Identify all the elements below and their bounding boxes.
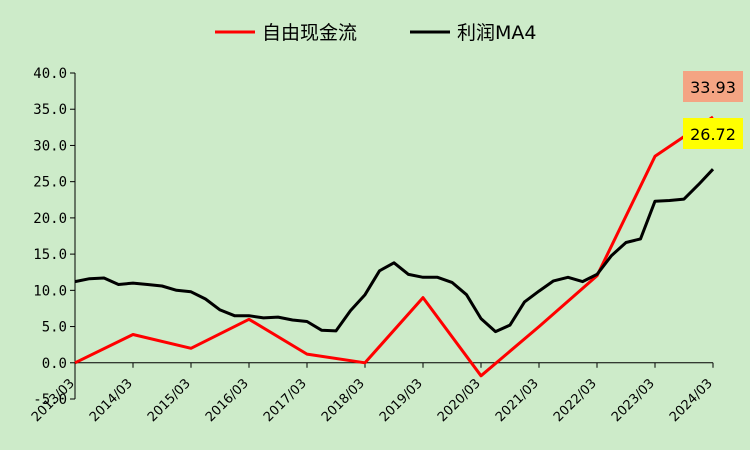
x-tick-label: 2018/03	[319, 376, 368, 425]
x-tick-label: 2024/03	[667, 376, 716, 425]
x-tick-label: 2022/03	[551, 376, 600, 425]
y-tick-label: 25.0	[33, 175, 67, 191]
legend-label-profit-ma4: 利润MA4	[457, 22, 536, 44]
y-tick-label: -5.0	[33, 392, 67, 408]
x-tick-label: 2019/03	[377, 376, 426, 425]
y-tick-label: 5.0	[42, 320, 67, 336]
annotation-bg-free-cash-flow	[683, 71, 743, 102]
annotations: 33.93 26.72	[683, 71, 743, 149]
y-tick-label: 30.0	[33, 138, 67, 154]
y-tick-label: 20.0	[33, 211, 67, 227]
legend: 自由现金流 利润MA4	[215, 22, 536, 44]
x-tick-label: 2016/03	[203, 376, 252, 425]
x-tick-label: 2023/03	[609, 376, 658, 425]
x-tick-label: 2015/03	[145, 376, 194, 425]
annotation-bg-profit-ma4	[683, 118, 743, 149]
x-tick-label: 2017/03	[261, 376, 310, 425]
x-tick-label: 2014/03	[87, 376, 136, 425]
y-tick-label: 35.0	[33, 102, 67, 118]
x-tick-label: 2020/03	[435, 376, 484, 425]
annotation-free-cash-flow: 33.93	[690, 78, 736, 97]
annotation-profit-ma4: 26.72	[690, 125, 736, 144]
y-tick-label: 15.0	[33, 247, 67, 263]
y-tick-label: 0.0	[42, 356, 67, 372]
series-layer	[74, 115, 715, 378]
series-line-free-cash-flow	[74, 115, 714, 378]
x-tick-label: 2021/03	[493, 376, 542, 425]
series-line-profit-ma4	[74, 168, 715, 334]
x-axis: 2013/03 2014/03 2015/03 2016/03 2017/03 2018/…	[29, 362, 716, 425]
legend-label-free-cash-flow: 自由现金流	[262, 22, 357, 44]
y-tick-label: 40.0	[33, 66, 67, 82]
y-tick-label: 10.0	[33, 283, 67, 299]
y-axis: -5.0 0.0 5.0 10.0 15.0 20.0 25.0 30.0 35.0 40.0	[33, 66, 76, 408]
